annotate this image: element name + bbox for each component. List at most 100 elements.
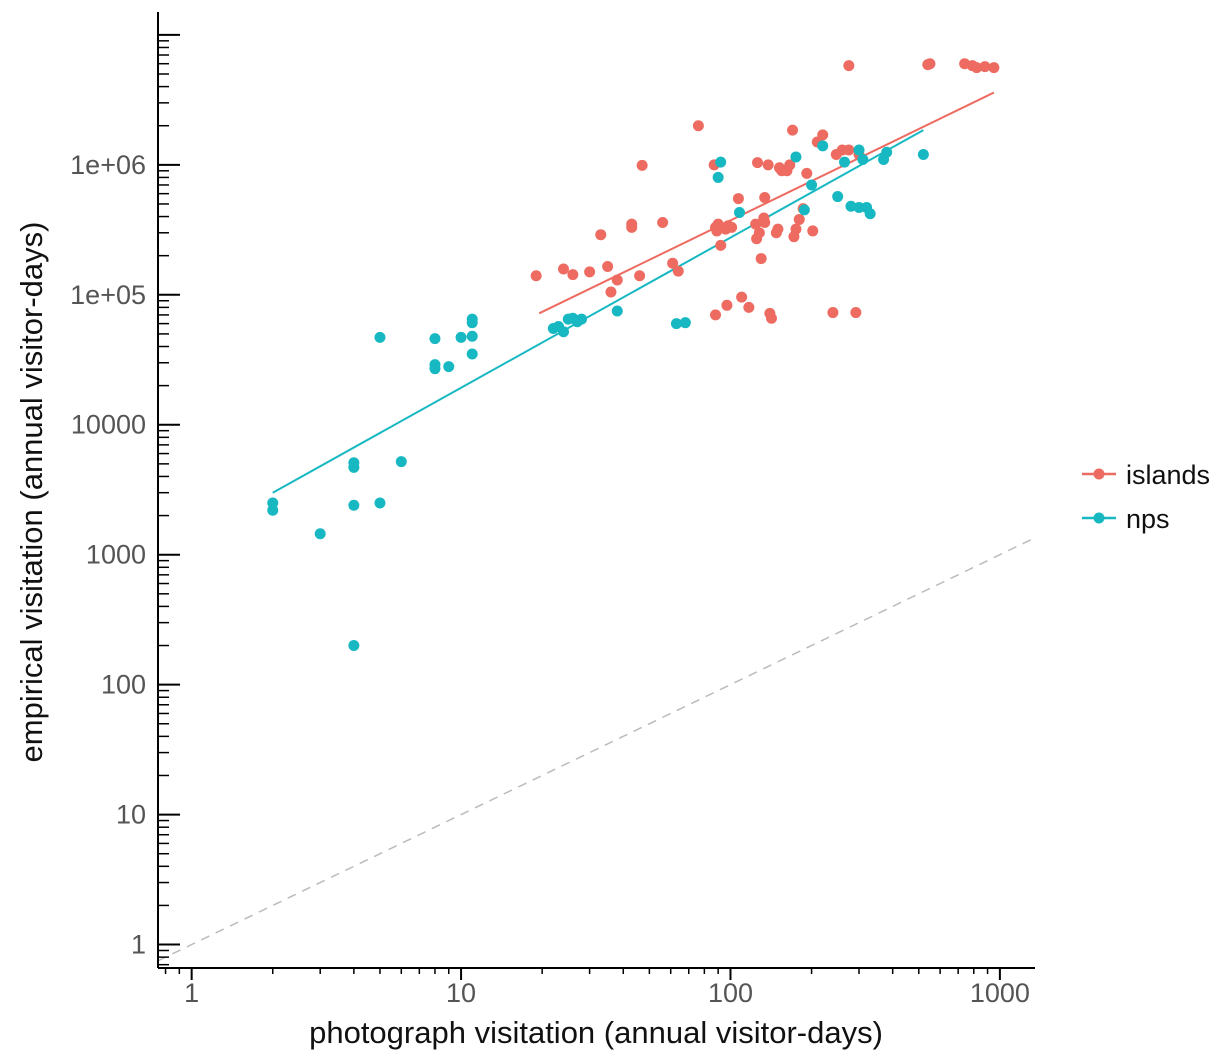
data-point-nps xyxy=(715,156,727,168)
y-tick-label: 10000 xyxy=(71,410,146,440)
data-point-islands xyxy=(715,239,727,251)
legend-key-point-nps xyxy=(1093,512,1105,524)
data-point-nps xyxy=(864,208,876,220)
data-point-islands xyxy=(602,261,614,273)
data-point-nps xyxy=(881,146,893,158)
data-point-nps xyxy=(314,528,326,540)
data-point-nps xyxy=(466,313,478,325)
data-point-nps xyxy=(374,497,386,509)
data-point-nps xyxy=(806,179,818,191)
data-point-islands xyxy=(736,291,748,303)
data-point-islands xyxy=(611,274,623,286)
data-point-nps xyxy=(857,153,869,165)
y-tick-label: 1 xyxy=(131,930,146,960)
data-point-nps xyxy=(712,171,724,183)
x-tick-label: 1 xyxy=(184,978,199,1008)
fit-line-nps xyxy=(272,129,924,494)
x-axis-title: photograph visitation (annual visitor-da… xyxy=(309,1015,883,1050)
data-point-nps xyxy=(853,201,865,213)
y-tick-label: 1e+06 xyxy=(70,150,146,180)
data-point-nps xyxy=(443,361,455,373)
x-tick-label: 1000 xyxy=(970,978,1030,1008)
y-axis-title: empirical visitation (annual visitor-day… xyxy=(14,222,49,763)
data-point-islands xyxy=(636,159,648,171)
data-point-nps xyxy=(917,149,929,161)
data-point-nps xyxy=(817,140,829,152)
legend-label-islands: islands xyxy=(1126,460,1210,490)
reference-line-layer xyxy=(157,537,1036,962)
data-point-islands xyxy=(584,266,596,278)
data-points-layer xyxy=(267,58,1000,652)
fit-line-islands xyxy=(538,91,995,315)
data-point-islands xyxy=(979,61,991,73)
data-point-nps xyxy=(348,499,360,511)
data-point-nps xyxy=(455,331,467,343)
y-tick-label: 100 xyxy=(101,670,146,700)
axes: 1 10 100 1000 1 10 100 1000 10000 1e+05 1e+06 xyxy=(70,12,1035,1008)
data-point-islands xyxy=(721,299,733,311)
y-tick-label: 10 xyxy=(116,800,146,830)
data-point-islands xyxy=(750,218,762,230)
data-point-islands xyxy=(801,167,813,179)
data-point-nps xyxy=(832,191,844,203)
data-point-islands xyxy=(732,193,744,205)
data-point-islands xyxy=(530,270,542,282)
data-point-nps xyxy=(611,305,623,317)
data-point-nps xyxy=(348,457,360,469)
data-point-islands xyxy=(766,312,778,324)
data-point-islands xyxy=(790,223,802,235)
data-point-islands xyxy=(558,263,570,275)
data-point-nps xyxy=(395,456,407,468)
y-tick-label: 1e+05 xyxy=(70,280,146,310)
data-point-nps xyxy=(845,200,857,212)
y-tick-label: 1000 xyxy=(86,540,146,570)
data-point-nps xyxy=(374,331,386,343)
data-point-nps xyxy=(733,206,745,218)
data-point-nps xyxy=(798,204,810,216)
data-point-nps xyxy=(670,318,682,330)
data-point-islands xyxy=(692,120,704,132)
data-point-nps xyxy=(429,363,441,375)
x-tick-label: 100 xyxy=(708,978,753,1008)
reference-line xyxy=(157,537,1036,962)
data-point-islands xyxy=(843,144,855,156)
data-point-islands xyxy=(634,270,646,282)
legend-key-point-islands xyxy=(1093,468,1105,480)
data-point-islands xyxy=(759,192,771,204)
data-point-islands xyxy=(595,229,607,241)
data-point-nps xyxy=(466,348,478,360)
data-point-nps xyxy=(466,330,478,342)
data-point-islands xyxy=(672,265,684,277)
data-point-islands xyxy=(626,218,638,230)
x-tick-label: 10 xyxy=(446,978,476,1008)
data-point-nps xyxy=(853,144,865,156)
data-point-nps xyxy=(576,313,588,325)
data-point-islands xyxy=(843,60,855,72)
data-point-islands xyxy=(753,227,765,239)
data-point-islands xyxy=(924,58,936,70)
data-point-islands xyxy=(657,216,669,228)
legend-label-nps: nps xyxy=(1126,504,1170,534)
data-point-islands xyxy=(772,223,784,235)
legend: islands nps xyxy=(1082,460,1210,534)
data-point-islands xyxy=(759,216,771,228)
data-point-islands xyxy=(971,62,983,74)
data-point-nps xyxy=(790,151,802,163)
data-point-islands xyxy=(710,309,722,321)
data-point-islands xyxy=(850,307,862,319)
data-point-islands xyxy=(743,301,755,313)
data-point-islands xyxy=(605,286,617,298)
data-point-islands xyxy=(784,159,796,171)
data-point-islands xyxy=(762,159,774,171)
data-point-islands xyxy=(793,213,805,225)
data-point-islands xyxy=(817,129,829,141)
data-point-islands xyxy=(726,221,738,233)
data-point-nps xyxy=(558,326,570,338)
data-point-islands xyxy=(667,257,679,269)
data-point-nps xyxy=(267,497,279,509)
data-point-nps xyxy=(839,156,851,168)
data-point-islands xyxy=(752,157,764,169)
data-point-nps xyxy=(679,317,691,329)
data-point-nps xyxy=(429,333,441,345)
